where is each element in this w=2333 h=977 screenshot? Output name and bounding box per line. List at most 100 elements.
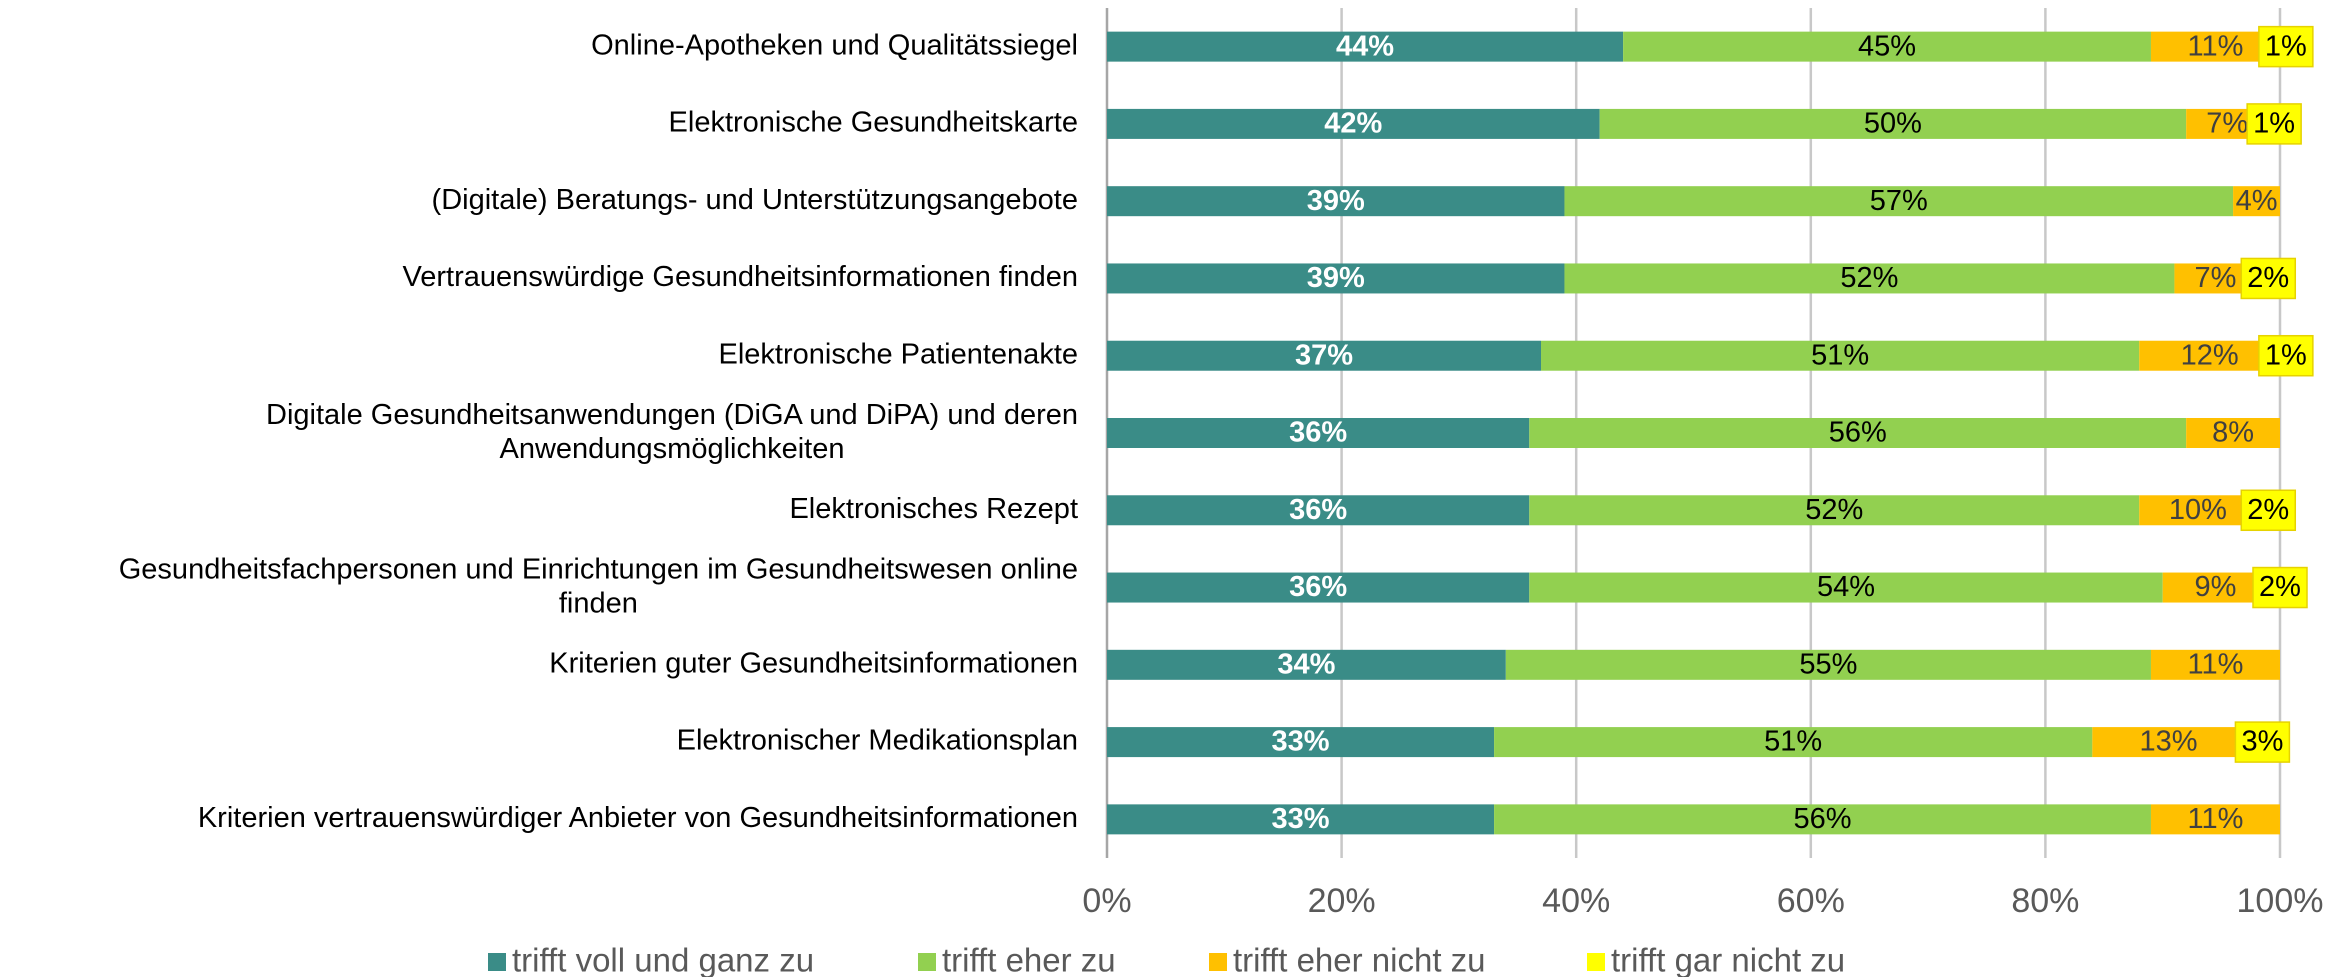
bar-segment: [1494, 727, 2093, 758]
bar-segment: [1107, 495, 1530, 526]
legend-swatch: [488, 953, 506, 971]
value-label-box: [2234, 721, 2291, 763]
bar-segment: [2150, 804, 2280, 835]
value-label: 51%: [1764, 726, 1822, 758]
value-label: 7%: [2195, 262, 2237, 294]
bar-segment: [1107, 108, 1600, 139]
value-label: 39%: [1307, 262, 1365, 294]
legend-label: trifft eher zu: [942, 942, 1116, 977]
value-label: 1%: [2265, 30, 2307, 62]
value-label: 45%: [1858, 30, 1916, 62]
category-label: Gesundheitsfachpersonen und Einrichtunge…: [119, 553, 1078, 619]
category-label: (Digitale) Beratungs- und Unterstützungs…: [432, 184, 1078, 216]
legend-swatch: [1209, 953, 1227, 971]
category-label: Digitale Gesundheitsanwendungen (DiGA un…: [266, 399, 1078, 465]
value-label: 3%: [2241, 726, 2283, 758]
value-label-box: [2246, 103, 2302, 145]
value-label: 1%: [2265, 339, 2307, 371]
bar-segment: [2092, 727, 2245, 758]
value-label: 10%: [2169, 494, 2227, 526]
bar-segment: [1623, 31, 2151, 62]
value-label: 11%: [2188, 648, 2244, 680]
bar-segment: [1107, 31, 1624, 62]
value-label-box: [2252, 566, 2308, 609]
legend-swatch: [1587, 953, 1605, 971]
bar-segment: [1107, 727, 1495, 758]
value-label: 39%: [1307, 185, 1365, 217]
category-label: Elektronisches Rezept: [789, 493, 1078, 525]
legend-swatch: [918, 953, 936, 971]
bar-segment: [1529, 572, 2163, 603]
value-label: 52%: [1805, 494, 1863, 526]
value-label: 7%: [2206, 108, 2248, 140]
value-label-box: [2240, 257, 2297, 300]
value-label: 11%: [2188, 803, 2244, 835]
bar-segment: [2139, 495, 2257, 526]
x-tick-label: 20%: [1308, 882, 1376, 920]
x-tick-label: 40%: [1542, 882, 1610, 920]
value-label: 8%: [2212, 417, 2254, 449]
value-label: 2%: [2247, 494, 2289, 526]
legend-label: trifft gar nicht zu: [1611, 942, 1845, 977]
x-tick-label: 80%: [2011, 882, 2079, 920]
bar-segment: [1505, 649, 2151, 680]
value-label: 51%: [1811, 339, 1869, 371]
value-label: 34%: [1277, 648, 1335, 680]
bar-segment: [1107, 649, 1506, 680]
value-label: 9%: [2195, 571, 2237, 603]
bar-segment: [1494, 804, 2151, 835]
x-tick-label: 0%: [1082, 882, 1131, 920]
bar-segment: [1107, 263, 1565, 294]
bar-segment: [2233, 186, 2280, 217]
category-label: Elektronische Patientenakte: [719, 338, 1079, 370]
bar-segment: [1529, 418, 2187, 448]
bar-segment: [2186, 418, 2280, 448]
value-label: 12%: [2181, 339, 2239, 371]
bar-segment: [1564, 186, 2234, 217]
category-label: Online-Apotheken und Qualitätssiegel: [591, 29, 1078, 61]
value-label: 54%: [1817, 571, 1875, 603]
value-label: 56%: [1794, 803, 1852, 835]
value-label: 44%: [1336, 30, 1394, 62]
category-label: Elektronische Gesundheitskarte: [669, 107, 1078, 139]
value-label: 50%: [1864, 108, 1922, 140]
value-label-box: [2240, 489, 2297, 532]
value-label: 11%: [2188, 30, 2244, 62]
value-label: 42%: [1324, 108, 1382, 140]
value-label: 36%: [1289, 494, 1347, 526]
value-label: 33%: [1272, 803, 1330, 835]
value-label: 13%: [2140, 726, 2198, 758]
value-label: 1%: [2253, 108, 2295, 140]
value-label: 36%: [1289, 417, 1347, 449]
bar-segment: [1564, 263, 2175, 294]
category-label: Kriterien guter Gesundheitsinformationen: [549, 647, 1078, 679]
value-label-box: [2258, 25, 2314, 68]
bar-segment: [2162, 572, 2269, 603]
value-label-box: [2258, 334, 2314, 377]
category-label: Elektronischer Medikationsplan: [677, 725, 1078, 757]
bar-segment: [1599, 108, 2187, 139]
x-tick-label: 60%: [1777, 882, 1845, 920]
value-label: 2%: [2247, 262, 2289, 294]
value-label: 37%: [1295, 339, 1353, 371]
bar-segment: [1107, 186, 1565, 217]
bar-segment: [2139, 340, 2280, 371]
bar-segment: [1107, 572, 1530, 603]
legend-label: trifft eher nicht zu: [1233, 942, 1486, 977]
x-tick-label: 100%: [2237, 882, 2324, 920]
value-label: 2%: [2259, 571, 2301, 603]
bar-segment: [1541, 340, 2140, 371]
value-label: 55%: [1799, 648, 1857, 680]
category-label: Kriterien vertrauenswürdiger Anbieter vo…: [198, 802, 1078, 834]
value-label: 36%: [1289, 571, 1347, 603]
category-label: Vertrauenswürdige Gesundheitsinformation…: [403, 261, 1078, 293]
bar-segment: [1529, 495, 2140, 526]
value-label: 56%: [1829, 417, 1887, 449]
value-label: 33%: [1272, 726, 1330, 758]
value-label: 52%: [1840, 262, 1898, 294]
legend-label: trifft voll und ganz zu: [512, 942, 814, 977]
bar-segment: [1107, 340, 1542, 371]
bar-segment: [2150, 649, 2280, 680]
bar-segment: [1107, 804, 1495, 835]
